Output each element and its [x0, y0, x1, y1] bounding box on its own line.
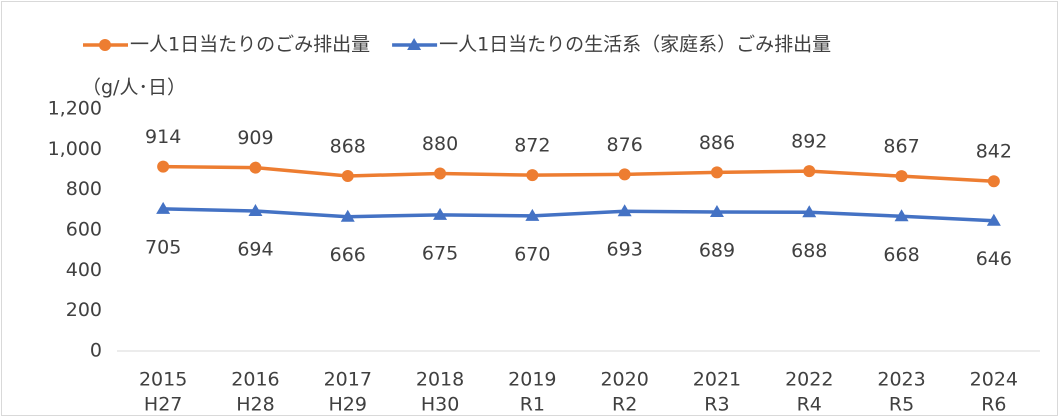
legend-marker: [407, 38, 422, 50]
x-tick-label: 2016: [231, 369, 279, 391]
data-point: [986, 213, 1001, 226]
y-tick-label: 1,000: [48, 138, 102, 160]
data-label: 872: [514, 135, 550, 157]
x-tick-label: R5: [889, 394, 914, 416]
data-point: [157, 160, 170, 173]
x-tick-label: 2020: [600, 369, 648, 391]
y-tick-label: 1,200: [48, 98, 102, 120]
data-label: 693: [607, 239, 643, 261]
data-point: [987, 175, 1000, 188]
y-tick-label: 800: [66, 178, 102, 200]
x-tick-label: 2023: [877, 369, 925, 391]
x-tick-label: 2018: [416, 369, 464, 391]
x-tick-label: R2: [612, 394, 637, 416]
y-tick-label: 400: [66, 259, 102, 281]
x-tick-label: 2022: [785, 369, 833, 391]
data-point: [249, 161, 262, 174]
legend-label: 一人1日当たりの生活系（家庭系）ごみ排出量: [439, 34, 831, 56]
data-label: 867: [883, 136, 919, 158]
y-tick-label: 600: [66, 219, 102, 241]
data-label: 668: [883, 244, 919, 266]
data-label: 670: [514, 243, 550, 265]
y-unit-label: （g/人･日）: [82, 77, 186, 99]
data-label: 880: [422, 133, 458, 155]
series-line: [163, 207, 994, 223]
data-point: [341, 169, 354, 182]
legend-label: 一人1日当たりのごみ排出量: [130, 34, 370, 56]
data-point: [526, 169, 539, 182]
data-label: 892: [791, 131, 827, 153]
data-point: [802, 205, 817, 218]
data-point: [433, 207, 448, 220]
data-label: 689: [699, 240, 735, 262]
data-label: 688: [791, 240, 827, 262]
data-label: 876: [607, 134, 643, 156]
data-point: [618, 168, 631, 181]
x-tick-label: R3: [704, 394, 729, 416]
x-tick-label: H27: [144, 394, 182, 416]
data-label: 914: [145, 126, 181, 148]
y-tick-label: 0: [90, 340, 102, 362]
data-point: [894, 209, 909, 222]
legend-marker: [99, 39, 111, 51]
data-label: 646: [976, 248, 1012, 270]
data-label: 666: [330, 244, 366, 266]
data-point: [434, 167, 447, 180]
x-tick-label: H28: [236, 394, 274, 416]
data-label: 705: [145, 236, 181, 258]
y-tick-label: 200: [66, 299, 102, 321]
data-label: 842: [976, 141, 1012, 163]
data-label: 909: [237, 127, 273, 149]
x-tick-label: 2017: [324, 369, 372, 391]
data-point: [340, 209, 355, 222]
data-label: 886: [699, 132, 735, 154]
data-point: [617, 204, 632, 217]
data-point: [710, 166, 723, 179]
x-tick-label: 2021: [693, 369, 741, 391]
series-line: [163, 164, 994, 183]
x-tick-label: R6: [981, 394, 1006, 416]
data-point: [156, 201, 171, 214]
data-point: [709, 205, 724, 218]
x-tick-label: 2019: [508, 369, 556, 391]
data-point: [248, 204, 263, 217]
data-label: 694: [237, 239, 273, 261]
x-tick-label: H29: [329, 394, 367, 416]
data-point: [803, 165, 816, 178]
x-tick-label: 2024: [970, 369, 1018, 391]
x-tick-label: R1: [520, 394, 545, 416]
data-point: [895, 170, 908, 183]
data-label: 675: [422, 242, 458, 264]
x-tick-label: R4: [797, 394, 822, 416]
data-label: 868: [330, 135, 366, 157]
x-tick-label: H30: [421, 394, 459, 416]
data-point: [525, 208, 540, 221]
x-tick-label: 2015: [139, 369, 187, 391]
